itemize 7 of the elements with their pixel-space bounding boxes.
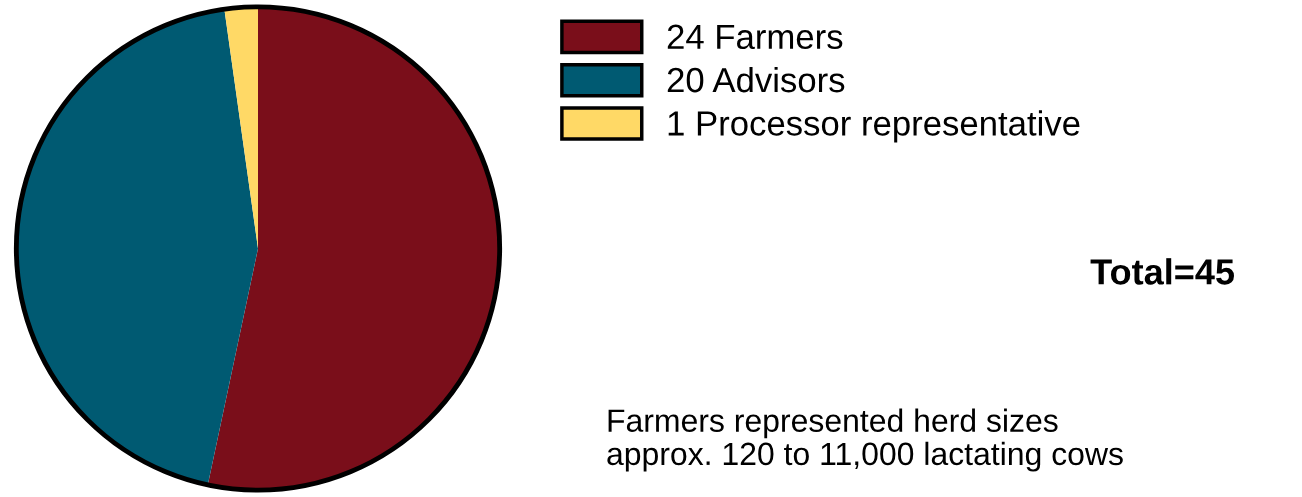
text: Total=45 [1090, 258, 1234, 285]
pie-slice [16, 9, 258, 485]
legend-label: 20 Advisors [667, 66, 845, 93]
pie-slice [207, 6, 500, 491]
legend-label: 24 Farmers [667, 24, 843, 50]
legend-label: 1 Processor representative [668, 110, 1080, 143]
text: Farmers represented herd sizes approx. 120 to 11,000 lactating cows [607, 408, 1123, 472]
